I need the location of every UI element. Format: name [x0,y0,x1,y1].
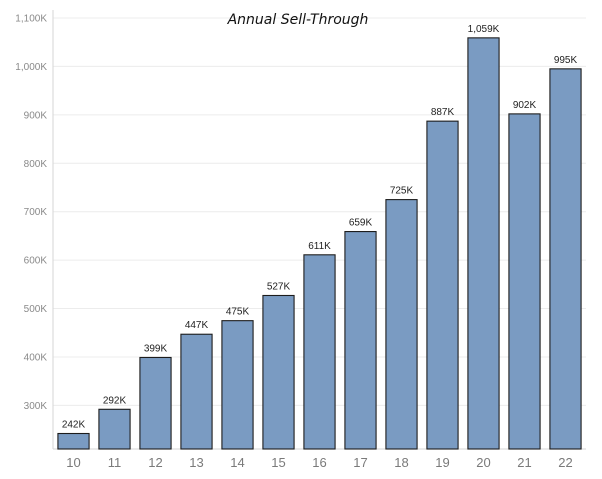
data-label: 447K [185,320,209,331]
bar [344,231,377,450]
bar [426,120,459,450]
data-label: 292K [103,395,127,406]
bar [57,432,90,450]
data-label: 659K [349,218,373,229]
bar [385,199,418,450]
data-label: 1,059K [468,24,500,35]
data-label: 527K [267,281,291,292]
x-tick-label: 12 [148,455,162,470]
y-tick-label: 1,100K [15,14,47,25]
data-label: 995K [554,55,578,66]
y-axis-ticks: 300K 400K 500K 600K 700K 800K 900K 1,000K 1,100K [15,14,47,412]
bar [139,356,172,450]
bar [180,333,213,450]
bar [467,37,500,450]
bars [57,37,582,450]
y-tick-label: 900K [24,110,48,121]
data-label: 725K [390,186,414,197]
y-tick-label: 500K [24,304,48,315]
y-tick-label: 1,000K [15,62,47,73]
x-tick-label: 17 [353,455,367,470]
data-label: 611K [308,241,331,252]
x-tick-label: 16 [312,455,326,470]
data-labels: 242K 292K 399K 447K 475K 527K 611K 659K 725K 887K… [62,24,578,431]
data-label: 242K [62,420,86,431]
data-label: 475K [226,307,250,318]
bar [549,68,582,450]
data-label: 887K [431,107,455,118]
x-tick-label: 15 [271,455,285,470]
bar [221,320,254,450]
x-tick-label: 19 [435,455,449,470]
y-tick-label: 400K [24,352,48,363]
y-tick-label: 600K [24,256,48,267]
y-tick-label: 300K [24,401,48,412]
bar [262,294,295,450]
x-tick-label: 18 [394,455,408,470]
x-tick-label: 14 [230,455,244,470]
data-label: 399K [144,343,168,354]
x-axis-ticks: 10 11 12 13 14 15 16 17 18 19 20 21 22 [66,455,572,470]
chart-title: Annual Sell-Through [227,12,369,28]
x-tick-label: 21 [517,455,531,470]
data-label: 902K [513,100,537,111]
y-tick-label: 800K [24,159,48,170]
y-tick-label: 700K [24,207,48,218]
x-tick-label: 10 [66,455,80,470]
x-tick-label: 20 [476,455,490,470]
bar [508,113,541,450]
x-tick-label: 11 [108,455,122,470]
bar [98,408,131,450]
x-tick-label: 22 [558,455,572,470]
x-tick-label: 13 [189,455,203,470]
bar [303,254,336,450]
